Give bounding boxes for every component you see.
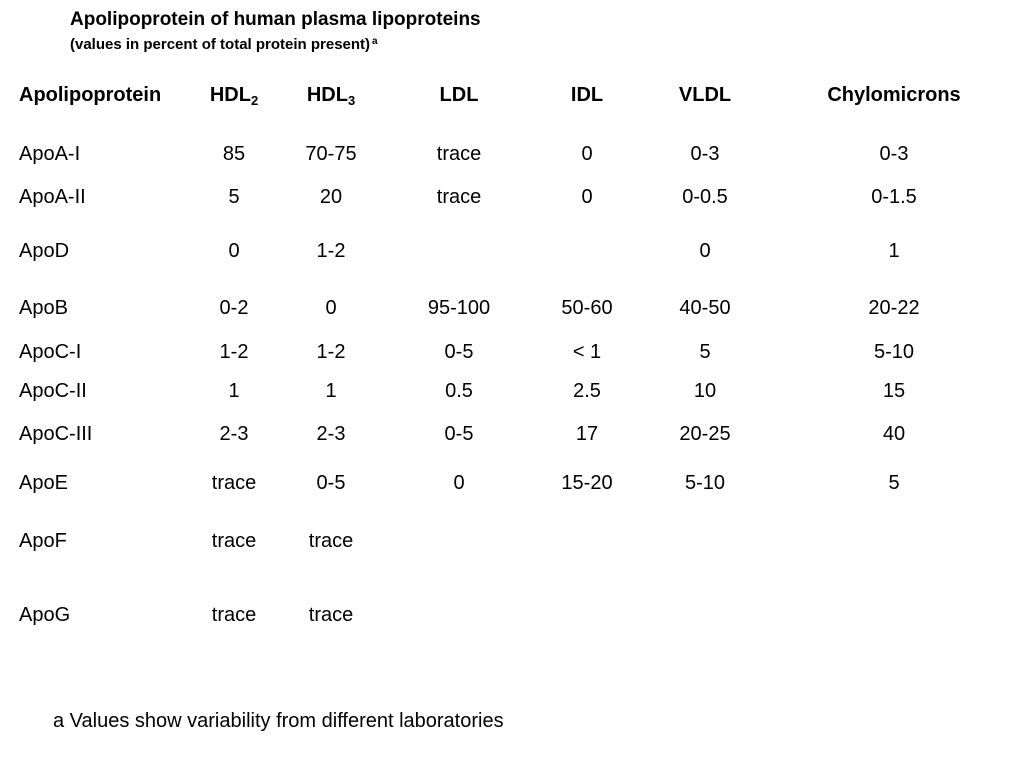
- column-header-hdl3: HDL3: [307, 84, 355, 108]
- footnote: a Values show variability from different…: [53, 710, 504, 732]
- table-cell-ldl: 0.5: [445, 380, 473, 402]
- table-cell-vldl: 5: [699, 341, 711, 363]
- table-cell-ldl: trace: [436, 143, 482, 165]
- row-label: ApoE: [19, 472, 68, 494]
- row-label: ApoC-III: [19, 423, 93, 445]
- row-label: ApoA-I: [19, 143, 81, 165]
- table-cell-ldl: 0-5: [444, 423, 474, 445]
- table-cell-vldl: 5-10: [684, 472, 726, 494]
- table-cell-vldl: 0-3: [690, 143, 720, 165]
- row-label: ApoD: [19, 240, 70, 262]
- column-header-text: Apolipoprotein: [19, 84, 162, 106]
- row-label: ApoA-II: [19, 186, 86, 208]
- table-cell-hdl3: 70-75: [305, 143, 357, 165]
- table-cell-hdl2: 85: [222, 143, 246, 165]
- table-cell-vldl: 0: [699, 240, 711, 262]
- footnote-marker: a: [372, 36, 378, 47]
- table-cell-hdl2: 0-2: [219, 297, 249, 319]
- table-cell-chylomicrons: 40: [882, 423, 906, 445]
- table-cell-hdl2: 1-2: [219, 341, 249, 363]
- column-header-text: VLDL: [678, 84, 732, 106]
- row-label: ApoG: [19, 604, 71, 626]
- column-header-hdl2: HDL2: [210, 84, 258, 108]
- column-header-subscript: 2: [250, 93, 259, 108]
- column-header-subscript: 3: [347, 93, 356, 108]
- table-cell-chylomicrons: 20-22: [868, 297, 920, 319]
- table-cell-vldl: 10: [693, 380, 717, 402]
- column-header-idl: IDL: [571, 84, 603, 107]
- table-cell-hdl3: 0-5: [316, 472, 346, 494]
- table-cell-idl: 0: [581, 186, 593, 208]
- table-cell-hdl2: 0: [228, 240, 240, 262]
- column-header-apolipoprotein: Apolipoprotein: [19, 84, 161, 107]
- row-label: ApoF: [19, 530, 67, 552]
- table-cell-chylomicrons: 1: [888, 240, 900, 262]
- table-cell-hdl3: 20: [319, 186, 343, 208]
- row-label: ApoB: [19, 297, 68, 319]
- table-cell-ldl: 0: [453, 472, 465, 494]
- table-cell-ldl: trace: [436, 186, 482, 208]
- table-cell-ldl: 95-100: [427, 297, 491, 319]
- table-cell-chylomicrons: 5: [888, 472, 900, 494]
- table-cell-hdl2: 5: [228, 186, 240, 208]
- table-cell-chylomicrons: 0-1.5: [871, 186, 917, 208]
- table-cell-hdl3: 2-3: [316, 423, 346, 445]
- table-cell-hdl2: 2-3: [219, 423, 249, 445]
- table-cell-idl: 15-20: [561, 472, 613, 494]
- page-title: Apolipoprotein of human plasma lipoprote…: [70, 9, 481, 30]
- table-cell-idl: 50-60: [561, 297, 613, 319]
- table-cell-hdl3: 1: [325, 380, 337, 402]
- table-cell-hdl2: trace: [211, 604, 257, 626]
- table-cell-hdl2: 1: [228, 380, 240, 402]
- row-label: ApoC-I: [19, 341, 82, 363]
- column-header-vldl: VLDL: [679, 84, 731, 107]
- table-cell-chylomicrons: 0-3: [879, 143, 909, 165]
- column-header-chylomicrons: Chylomicrons: [827, 84, 960, 107]
- table-cell-chylomicrons: 15: [882, 380, 906, 402]
- table-cell-idl: 2.5: [573, 380, 601, 402]
- table-cell-idl: < 1: [572, 341, 602, 363]
- column-header-text: IDL: [570, 84, 604, 106]
- table-cell-hdl2: trace: [211, 472, 257, 494]
- row-label: ApoC-II: [19, 380, 87, 402]
- table-cell-vldl: 20-25: [679, 423, 731, 445]
- table-cell-vldl: 0-0.5: [682, 186, 728, 208]
- table-cell-hdl3: 1-2: [316, 240, 346, 262]
- table-cell-ldl: 0-5: [444, 341, 474, 363]
- table-cell-hdl3: trace: [308, 604, 354, 626]
- table-cell-hdl2: trace: [211, 530, 257, 552]
- table-cell-idl: 0: [581, 143, 593, 165]
- column-header-text: HDL: [209, 84, 251, 106]
- column-header-ldl: LDL: [440, 84, 479, 107]
- subtitle-text: (values in percent of total protein pres…: [70, 36, 371, 53]
- table-cell-chylomicrons: 5-10: [873, 341, 915, 363]
- table-cell-idl: 17: [575, 423, 599, 445]
- page-subtitle: (values in percent of total protein pres…: [70, 36, 378, 53]
- column-header-text: Chylomicrons: [827, 84, 961, 106]
- column-header-text: LDL: [439, 84, 479, 106]
- table-cell-hdl3: trace: [308, 530, 354, 552]
- column-header-text: HDL: [306, 84, 348, 106]
- table-cell-hdl3: 1-2: [316, 341, 346, 363]
- table-cell-vldl: 40-50: [679, 297, 731, 319]
- table-cell-hdl3: 0: [325, 297, 337, 319]
